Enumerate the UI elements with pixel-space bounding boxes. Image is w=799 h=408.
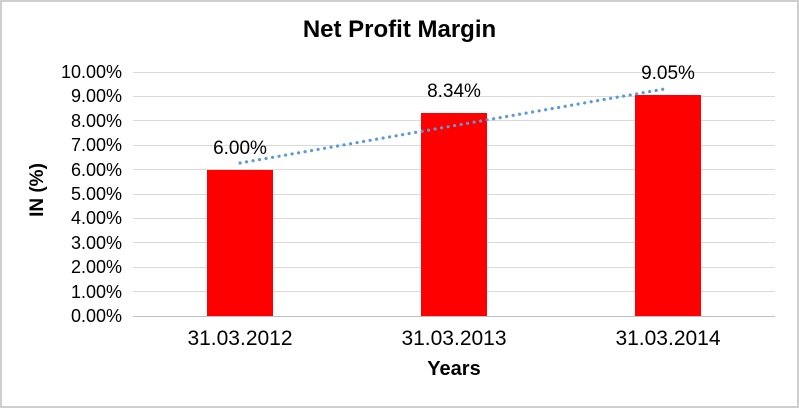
y-axis-tick-label: 9.00% xyxy=(70,86,122,107)
x-axis-tick-label: 31.03.2012 xyxy=(187,327,293,350)
bar xyxy=(207,169,273,316)
gridline xyxy=(133,71,775,73)
bar xyxy=(635,95,701,316)
data-label: 9.05% xyxy=(641,63,695,85)
y-axis-tick-label: 8.00% xyxy=(70,110,122,131)
y-axis-tick-label: 4.00% xyxy=(70,208,122,229)
y-axis-tick-label: 0.00% xyxy=(70,306,122,326)
y-axis-tick-label: 5.00% xyxy=(70,184,122,204)
y-axis-tick-label: 2.00% xyxy=(70,257,122,278)
x-axis-tick-label: 31.03.2014 xyxy=(615,327,721,350)
data-label: 6.00% xyxy=(213,137,267,159)
chart-title: Net Profit Margin xyxy=(302,16,497,43)
y-axis-tick-label: 10.00% xyxy=(60,62,122,82)
bar xyxy=(421,112,487,316)
y-axis-tick-label: 6.00% xyxy=(70,159,122,180)
y-axis-tick-label: 3.00% xyxy=(70,232,122,253)
gridline xyxy=(133,315,775,317)
y-axis-tick-label: 7.00% xyxy=(70,135,122,156)
x-axis-title: Years xyxy=(427,358,481,380)
x-axis-tick-label: 31.03.2013 xyxy=(401,327,507,350)
y-axis-tick-label: 1.00% xyxy=(70,281,122,302)
data-label: 8.34% xyxy=(427,80,481,102)
